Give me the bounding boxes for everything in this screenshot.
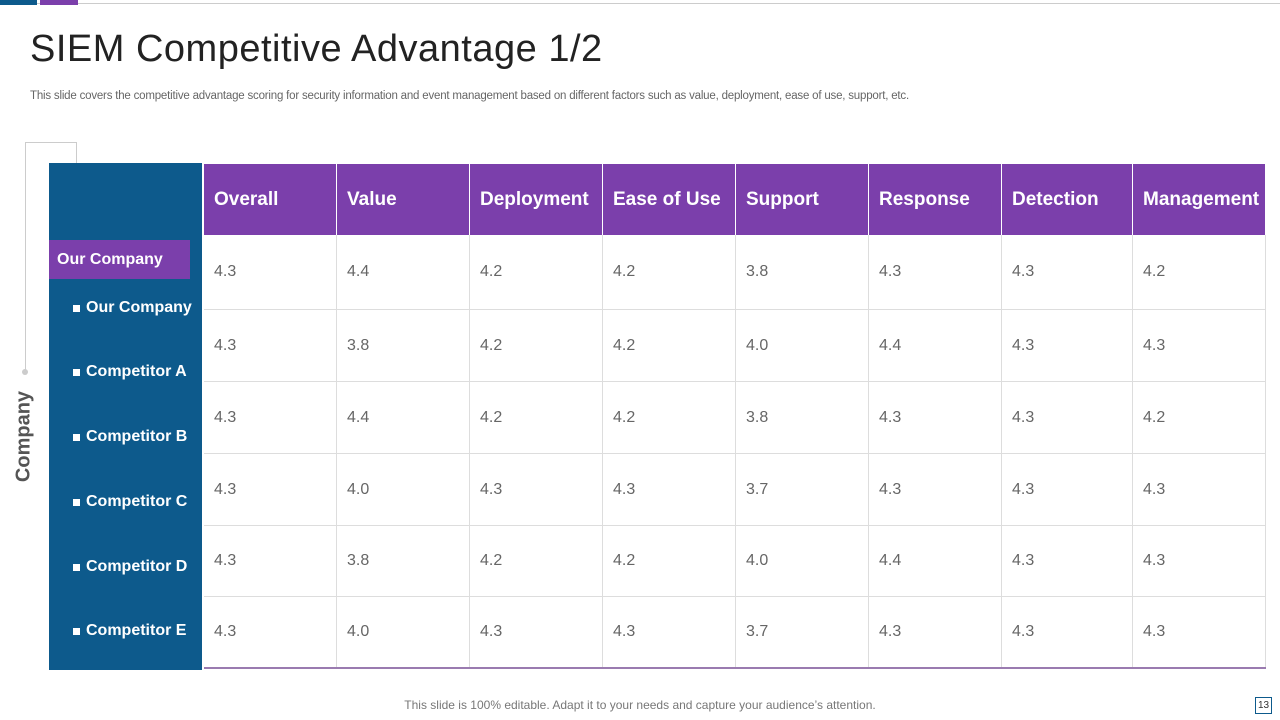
subtitle: This slide covers the competitive advant… <box>30 90 909 102</box>
bracket <box>25 142 26 370</box>
cell: 4.3 <box>603 597 736 668</box>
cell: 3.7 <box>736 454 869 526</box>
cell: 4.2 <box>603 235 736 310</box>
company-label: Competitor A <box>86 363 187 380</box>
cell: 4.2 <box>1133 235 1266 310</box>
company-label: Our Company <box>86 299 192 316</box>
bracket <box>76 142 77 164</box>
column-header: Overall <box>204 164 337 235</box>
column-header: Support <box>736 164 869 235</box>
cell: 4.4 <box>869 310 1002 382</box>
bullet <box>73 564 80 571</box>
cell: 4.3 <box>204 597 337 668</box>
cell: 4.3 <box>1133 310 1266 382</box>
cell: 4.3 <box>204 235 337 310</box>
cell: 4.3 <box>869 597 1002 668</box>
cell: 4.2 <box>470 526 603 597</box>
cell: 4.3 <box>204 310 337 382</box>
footer-note: This slide is 100% editable. Adapt it to… <box>404 698 876 712</box>
cell: 4.3 <box>204 526 337 597</box>
cell: 4.3 <box>603 454 736 526</box>
cell: 4.2 <box>470 235 603 310</box>
cell: 4.3 <box>204 382 337 454</box>
cell: 4.3 <box>869 382 1002 454</box>
cell: 4.4 <box>337 235 470 310</box>
top-rule <box>0 3 1280 4</box>
axis-label: Company <box>12 390 35 483</box>
cell: 4.2 <box>1133 382 1266 454</box>
column-header: Management <box>1133 164 1266 235</box>
cell: 4.2 <box>603 526 736 597</box>
cell: 4.0 <box>736 310 869 382</box>
table-bottom-rule <box>204 667 1266 669</box>
cell: 4.2 <box>470 382 603 454</box>
cell: 4.3 <box>1002 235 1133 310</box>
cell: 4.0 <box>337 454 470 526</box>
column-header: Ease of Use <box>603 164 736 235</box>
accent-bar <box>0 0 37 5</box>
cell: 4.3 <box>1133 597 1266 668</box>
cell: 4.3 <box>470 597 603 668</box>
cell: 3.8 <box>736 382 869 454</box>
column-header: Value <box>337 164 470 235</box>
column-header: Detection <box>1002 164 1133 235</box>
bullet <box>73 499 80 506</box>
company-label: Competitor B <box>86 428 188 445</box>
cell: 4.2 <box>603 310 736 382</box>
cell: 4.3 <box>1002 310 1133 382</box>
cell: 4.4 <box>337 382 470 454</box>
bracket <box>25 142 77 143</box>
bullet <box>73 369 80 376</box>
cell: 3.7 <box>736 597 869 668</box>
cell: 4.3 <box>204 454 337 526</box>
company-label: Competitor C <box>86 493 188 510</box>
cell: 4.3 <box>1002 526 1133 597</box>
cell: 4.3 <box>1002 597 1133 668</box>
bullet <box>73 434 80 441</box>
cell: 4.3 <box>1002 454 1133 526</box>
column-header: Deployment <box>470 164 603 235</box>
cell: 4.3 <box>1133 526 1266 597</box>
accent-bar <box>40 0 78 5</box>
cell: 3.8 <box>337 310 470 382</box>
cell: 4.3 <box>470 454 603 526</box>
highlight-tag: Our Company <box>49 240 190 279</box>
bullet <box>73 305 80 312</box>
cell: 3.8 <box>337 526 470 597</box>
cell: 4.0 <box>337 597 470 668</box>
cell: 4.2 <box>470 310 603 382</box>
title: SIEM Competitive Advantage 1/2 <box>30 28 603 70</box>
cell: 3.8 <box>736 235 869 310</box>
cell: 4.4 <box>869 526 1002 597</box>
bracket-dot <box>22 369 28 375</box>
company-label: Competitor D <box>86 558 188 575</box>
cell: 4.3 <box>1133 454 1266 526</box>
bullet <box>73 628 80 635</box>
cell: 4.2 <box>603 382 736 454</box>
cell: 4.3 <box>869 454 1002 526</box>
page-number: 13 <box>1255 697 1272 714</box>
company-label: Competitor E <box>86 622 187 639</box>
cell: 4.0 <box>736 526 869 597</box>
cell: 4.3 <box>869 235 1002 310</box>
column-header: Response <box>869 164 1002 235</box>
cell: 4.3 <box>1002 382 1133 454</box>
